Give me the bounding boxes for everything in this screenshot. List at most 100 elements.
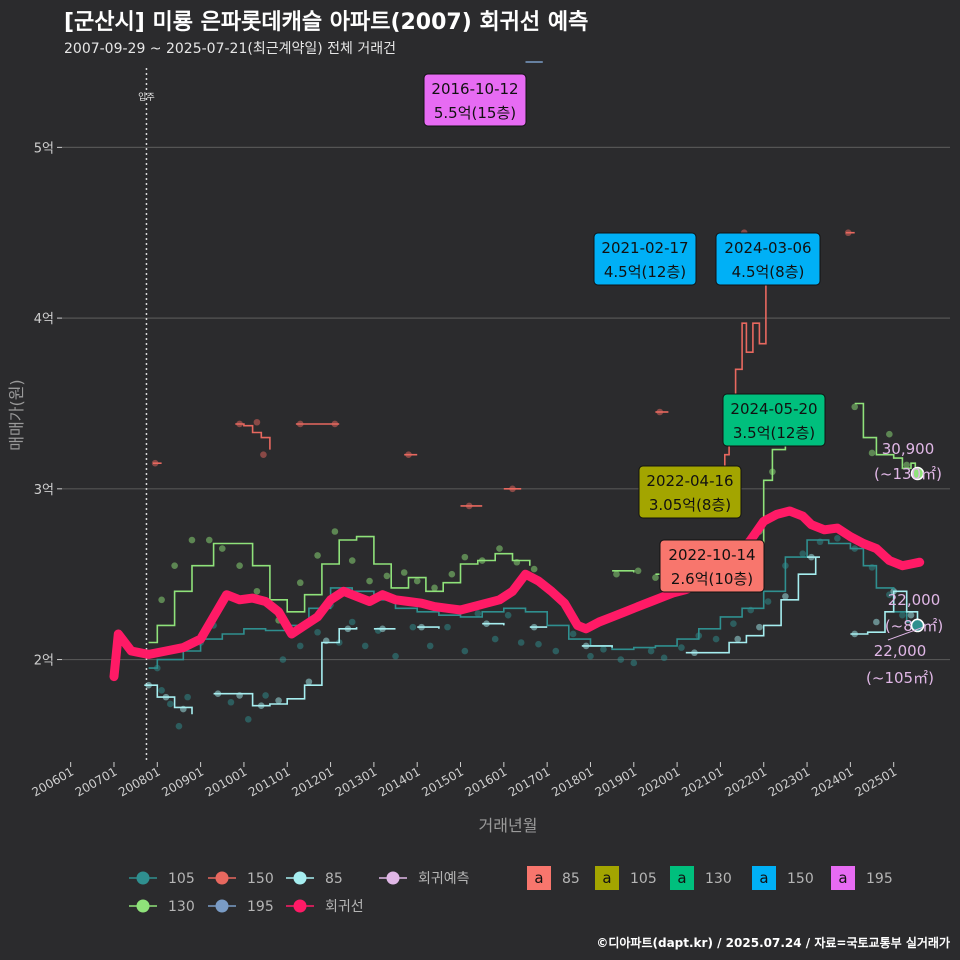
scatter-point: [279, 656, 287, 663]
scatter-point: [600, 646, 607, 653]
x-tick-label: 202401: [809, 764, 856, 799]
legend-box-label: 85: [562, 871, 580, 887]
x-tick-label: 201201: [289, 764, 336, 799]
x-axis-ticks: 2006012007012008012009012010012011012012…: [29, 762, 899, 800]
legend-dot: [136, 899, 150, 913]
scatter-point: [782, 593, 789, 600]
x-tick-label: 201701: [506, 764, 553, 799]
scatter-point: [474, 610, 482, 617]
y-tick-label: 3억: [34, 483, 54, 498]
x-tick-label: 200701: [73, 764, 120, 799]
legend-dot: [293, 871, 307, 885]
scatter-point: [236, 562, 243, 569]
scatter-points: [145, 229, 919, 730]
scatter-point: [886, 430, 893, 438]
scatter-point: [426, 642, 434, 650]
legend-label: 회귀선: [325, 899, 364, 915]
endpoint-connector: [887, 626, 923, 641]
scatter-point: [764, 598, 772, 605]
scatter-point: [314, 628, 321, 636]
legend-box-symbol: a: [759, 869, 768, 887]
scatter-point: [617, 656, 625, 663]
move-in-label: 입주: [138, 91, 155, 103]
scatter-point: [660, 654, 668, 662]
series-line-85: [417, 626, 440, 629]
y-tick-label: 2억: [34, 654, 54, 669]
x-tick-label: 201401: [376, 764, 423, 799]
scatter-point: [552, 647, 560, 655]
scatter-point: [260, 451, 267, 458]
callout-price: 3.5억(12층): [733, 424, 815, 442]
callout-date: 2016-10-12: [431, 80, 518, 98]
legend-label: 195: [247, 899, 274, 915]
scatter-point: [461, 647, 469, 655]
scatter-point: [630, 659, 638, 667]
scatter-point: [587, 652, 594, 660]
x-tick-label: 202301: [766, 764, 813, 799]
series-line-85: [685, 557, 817, 654]
x-tick-label: 201601: [463, 764, 510, 799]
x-tick-label: 201901: [593, 764, 640, 799]
scatter-point: [873, 618, 880, 626]
callout-date: 2022-04-16: [646, 472, 733, 490]
scatter-point: [366, 577, 373, 585]
scatter-point: [504, 611, 512, 619]
x-tick-label: 201101: [246, 764, 293, 799]
forecast-endpoints: 30,900(~130㎡)22,000(~85㎡)22,000(~105㎡): [866, 440, 943, 687]
scatter-point: [491, 635, 499, 643]
legend-box: [670, 866, 694, 890]
chart-subtitle: 2007-09-29 ~ 2025-07-21(최근계약일) 전체 거래건: [64, 41, 396, 57]
scatter-point: [400, 569, 408, 576]
legend-label: 85: [325, 871, 343, 887]
chart-title: [군산시] 미룡 은파롯데캐슬 아파트(2007) 회귀선 예측: [64, 10, 589, 35]
y-axis-ticks: 2억 3억 4억 5억: [34, 141, 62, 669]
callout-box: [722, 393, 826, 447]
regression-path: [109, 506, 925, 682]
callout-box: [715, 232, 821, 286]
scatter-point: [158, 686, 165, 694]
series-lines: [144, 61, 921, 715]
legend-dot: [215, 899, 229, 913]
series-line-130: [612, 570, 635, 573]
scatter-point: [535, 640, 542, 648]
move-in-line: 입주: [138, 68, 155, 762]
endpoint-size: (~130㎡): [874, 465, 942, 483]
callout-date: 2021-02-17: [601, 239, 688, 257]
legend-box-symbol: a: [602, 869, 611, 887]
scatter-point: [444, 623, 451, 631]
scatter-point: [218, 545, 226, 552]
scatter-point: [331, 528, 339, 535]
scatter-point: [262, 692, 269, 699]
scatter-point: [652, 574, 659, 581]
series-line-130: [148, 535, 531, 644]
scatter-point: [907, 611, 915, 619]
x-tick-label: 202101: [679, 764, 726, 799]
scatter-point: [188, 536, 196, 544]
x-axis-title: 거래년월: [479, 816, 538, 835]
legend-dot: [136, 871, 150, 885]
legend-box: [752, 866, 776, 890]
scatter-point: [613, 570, 620, 578]
price-callouts: 2016-10-12 5.5억(15층) 2021-02-17 4.5억(12층) 20…: [423, 73, 826, 593]
legend-box-symbol: a: [677, 869, 686, 887]
legend-box-label: 195: [866, 871, 893, 887]
scatter-point: [461, 553, 469, 561]
callout-price: 4.5억(12층): [604, 263, 686, 281]
scatter-point: [431, 584, 438, 592]
scatter-point: [205, 536, 213, 544]
scatter-point: [712, 635, 720, 643]
callout-date: 2024-03-06: [724, 239, 811, 257]
scatter-point: [799, 550, 807, 558]
legend-label: 150: [247, 871, 274, 887]
scatter-point: [569, 630, 577, 638]
scatter-point: [175, 722, 183, 730]
scatter-point: [413, 577, 421, 585]
scatter-point: [361, 642, 369, 650]
legend-label: 회귀예측: [418, 871, 470, 887]
scatter-point: [296, 642, 304, 650]
scatter-point: [530, 565, 538, 573]
legend: 105 150 85 회귀예측 130 195 회귀선 a 85 a 105 a 130 a 150 a 195: [129, 866, 893, 915]
scatter-point: [227, 698, 235, 706]
legend-box-symbol: a: [838, 869, 847, 887]
